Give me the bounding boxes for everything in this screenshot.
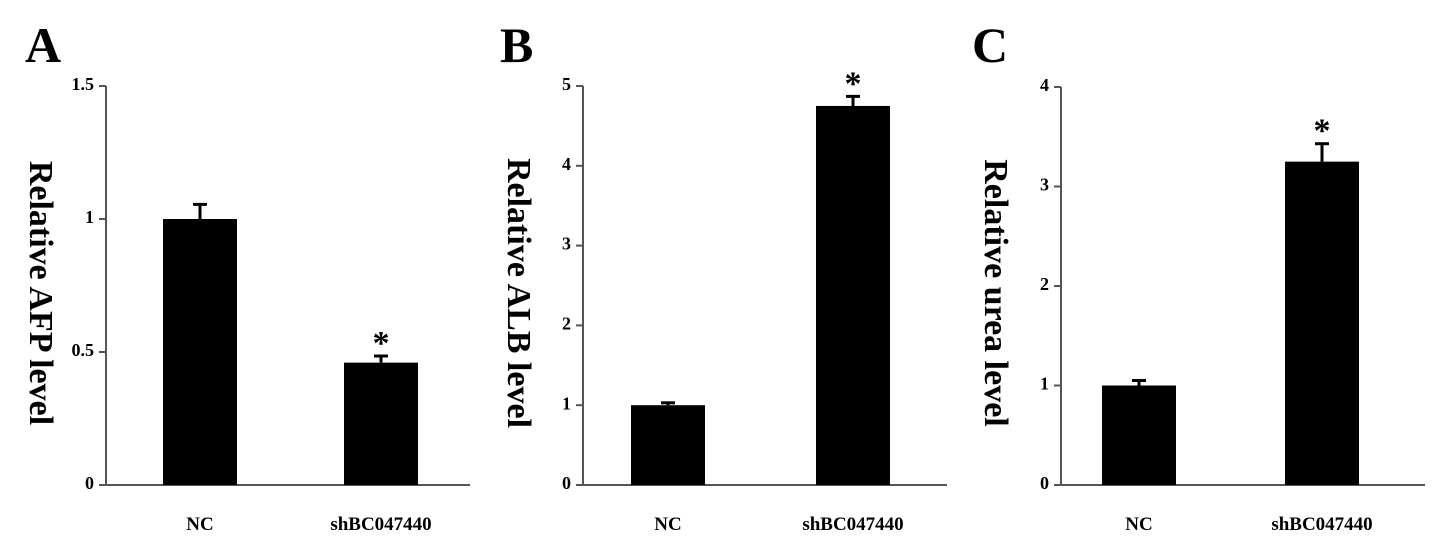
x-category-label: NC [654, 514, 681, 535]
y-tick-label: 0 [1040, 473, 1049, 493]
y-tick-label: 1 [1040, 374, 1049, 394]
y-tick-label: 1 [562, 393, 571, 413]
y-tick-label: 3 [562, 234, 571, 254]
significance-marker: * [1314, 113, 1331, 150]
chart-panel-b: B Relative ALB level 0 1 2 3 4 5 NC * shBC047440 [500, 17, 947, 535]
x-category-label: shBC047440 [1271, 514, 1372, 535]
y-tick-label: 1 [85, 207, 94, 227]
bar-nc [163, 219, 237, 485]
panel-letter: B [500, 17, 533, 73]
significance-marker: * [373, 325, 390, 362]
x-category-label: shBC047440 [802, 514, 903, 535]
significance-marker: * [845, 65, 862, 102]
y-axis-title: Relative urea level [977, 159, 1014, 427]
chart-panel-c: C Relative urea level 0 1 2 3 4 NC * shBC047440 [972, 17, 1425, 535]
x-category-label: shBC047440 [330, 514, 431, 535]
bar-shbc047440 [816, 105, 890, 485]
y-tick-label: 5 [562, 74, 571, 94]
panel-letter: C [972, 17, 1008, 73]
y-tick-label: 0 [562, 473, 571, 493]
bar-shbc047440 [1285, 161, 1359, 485]
y-tick-label: 4 [562, 154, 571, 174]
bar-shbc047440 [344, 362, 418, 485]
y-tick-label: 0 [85, 473, 94, 493]
y-tick-label: 2 [1040, 274, 1049, 294]
y-axis-title: Relative ALB level [500, 158, 537, 428]
y-tick-label: 3 [1040, 175, 1049, 195]
y-tick-label: 0.5 [72, 340, 95, 360]
bar-nc [631, 405, 705, 485]
chart-panel-a: A Relative AFP level 0 0.5 1 1.5 NC * shBC047440 [22, 17, 470, 535]
x-category-label: NC [186, 514, 213, 535]
y-tick-label: 4 [1040, 75, 1049, 95]
bar-nc [1102, 385, 1176, 485]
y-tick-label: 2 [562, 314, 571, 334]
x-category-label: NC [1125, 514, 1152, 535]
panel-letter: A [25, 17, 61, 73]
y-axis-title: Relative AFP level [22, 161, 59, 425]
y-tick-label: 1.5 [72, 74, 95, 94]
